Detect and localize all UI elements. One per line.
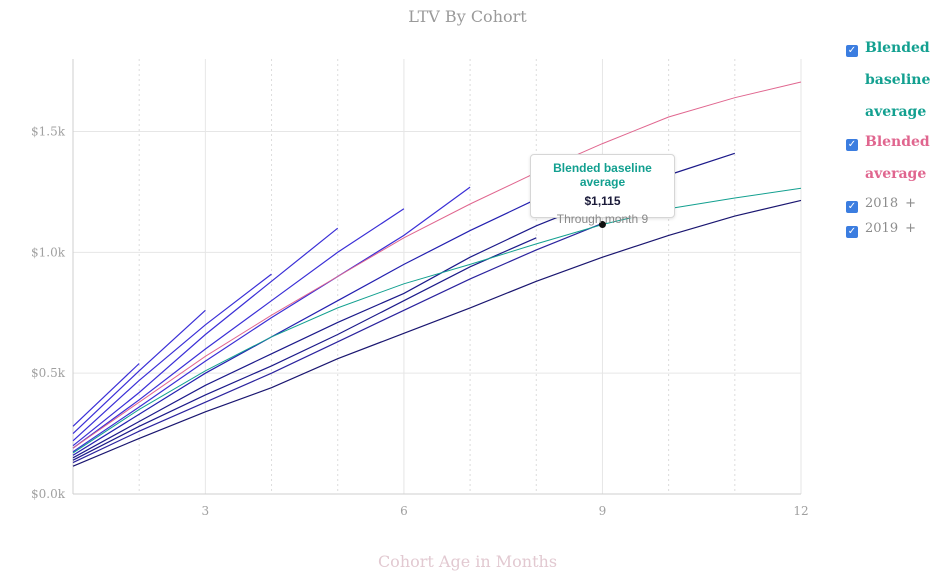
legend: ✓ Blended baseline average ✓ Blended ave… (846, 40, 946, 246)
series-line-cohort-12 (72, 222, 603, 464)
expand-plus-icon[interactable]: + (905, 196, 916, 211)
series-line-cohort-3 (72, 309, 206, 435)
chart-title: LTV By Cohort (408, 7, 527, 26)
checkbox-checked-icon[interactable]: ✓ (846, 139, 858, 151)
legend-item-2019[interactable]: ✓ 2019 + (846, 221, 946, 240)
series-line-blended-baseline-average (72, 187, 802, 454)
legend-item-2018[interactable]: ✓ 2018 + (846, 196, 946, 215)
highlight-point (598, 221, 606, 229)
checkbox-checked-icon[interactable]: ✓ (846, 45, 858, 57)
x-axis-title: Cohort Age in Months (377, 552, 558, 571)
x-tick-label: 12 (793, 504, 808, 518)
legend-label-2019: 2019 (865, 221, 899, 236)
series-line-cohort-11 (72, 199, 802, 467)
series-line-cohort-7 (72, 186, 471, 453)
x-tick-label: 3 (202, 504, 210, 518)
series-line-cohort-4 (72, 273, 272, 442)
series-line-cohort-5 (72, 227, 339, 447)
series-line-cohort-10 (72, 237, 537, 461)
y-tick-label: $1.0k (31, 245, 66, 259)
legend-item-blended-baseline-average[interactable]: ✓ Blended baseline average (846, 40, 946, 128)
checkbox-checked-icon[interactable]: ✓ (846, 226, 858, 238)
legend-item-blended-average[interactable]: ✓ Blended average (846, 134, 946, 190)
tooltip-value: $1,115 (584, 194, 621, 208)
y-tick-label: $0.0k (31, 487, 66, 501)
series-line-cohort-2 (72, 363, 140, 427)
x-tick-label: 9 (599, 504, 607, 518)
legend-label-blended-baseline-average: Blended baseline average (865, 40, 931, 120)
tooltip-subtitle: Through month 9 (556, 212, 649, 226)
y-tick-label: $0.5k (31, 366, 66, 380)
legend-label-2018: 2018 (865, 196, 899, 211)
legend-label-blended-average: Blended average (865, 134, 930, 182)
series-line-blended-average (72, 81, 802, 449)
series-line-cohort-6 (72, 208, 405, 449)
tooltip-title: Blended baseline average (553, 161, 652, 189)
y-tick-label: $1.5k (31, 125, 66, 139)
tooltip: Blended baseline average $1,115 Through … (530, 154, 675, 226)
expand-plus-icon[interactable]: + (905, 221, 916, 236)
series-line-cohort-8 (72, 198, 537, 456)
x-tick-label: 6 (400, 504, 408, 518)
checkbox-checked-icon[interactable]: ✓ (846, 201, 858, 213)
